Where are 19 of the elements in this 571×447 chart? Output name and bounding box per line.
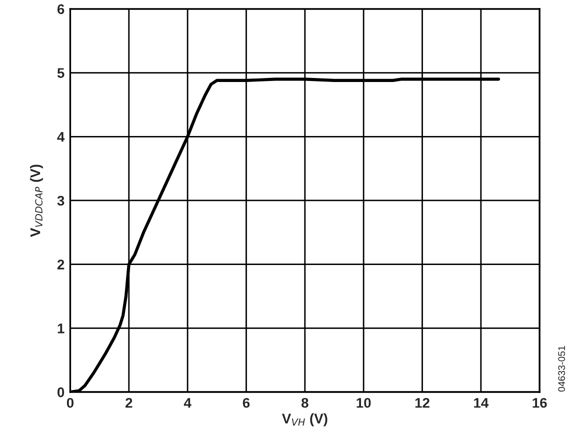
x-tick-label: 14 (474, 398, 489, 408)
y-tick-label: 0 (58, 387, 64, 398)
x-tick-label: 16 (532, 398, 547, 408)
x-axis-title: V$_{VH}$ (V) (282, 413, 328, 426)
y-tick-label: 3 (57, 196, 64, 206)
y-tick-label: 2 (57, 260, 64, 270)
x-tick-label: 10 (356, 398, 371, 408)
x-tick-label: 2 (126, 398, 132, 408)
x-tick-label: 4 (184, 398, 192, 408)
y-tick-label: 1 (58, 324, 64, 334)
x-tick-label: 0 (66, 398, 74, 408)
text: 04633-051 (558, 346, 566, 392)
x-tick-label: 6 (242, 398, 250, 408)
y-axis-title: V$_{VDDCAP}$ (V) (30, 164, 43, 237)
x-tick-label: 12 (415, 398, 430, 408)
y-tick-label: 4 (57, 132, 65, 142)
y-tick-label: 5 (57, 68, 64, 78)
y-tick-label: 6 (57, 4, 64, 14)
x-tick-label: 8 (301, 398, 308, 408)
